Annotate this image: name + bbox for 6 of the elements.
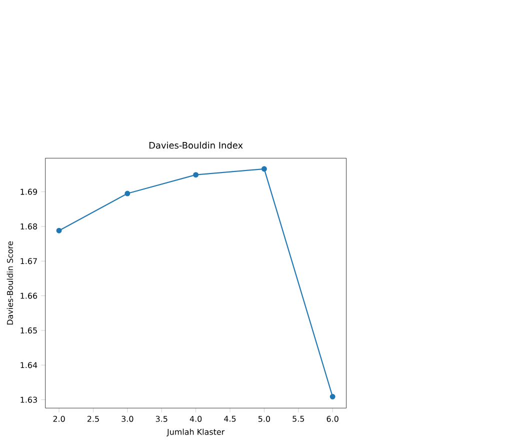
point bbox=[193, 172, 199, 178]
point bbox=[124, 190, 130, 196]
point bbox=[261, 166, 267, 172]
point bbox=[330, 394, 336, 400]
chart-title: Davies-Bouldin Index bbox=[149, 142, 243, 149]
point bbox=[56, 228, 62, 234]
